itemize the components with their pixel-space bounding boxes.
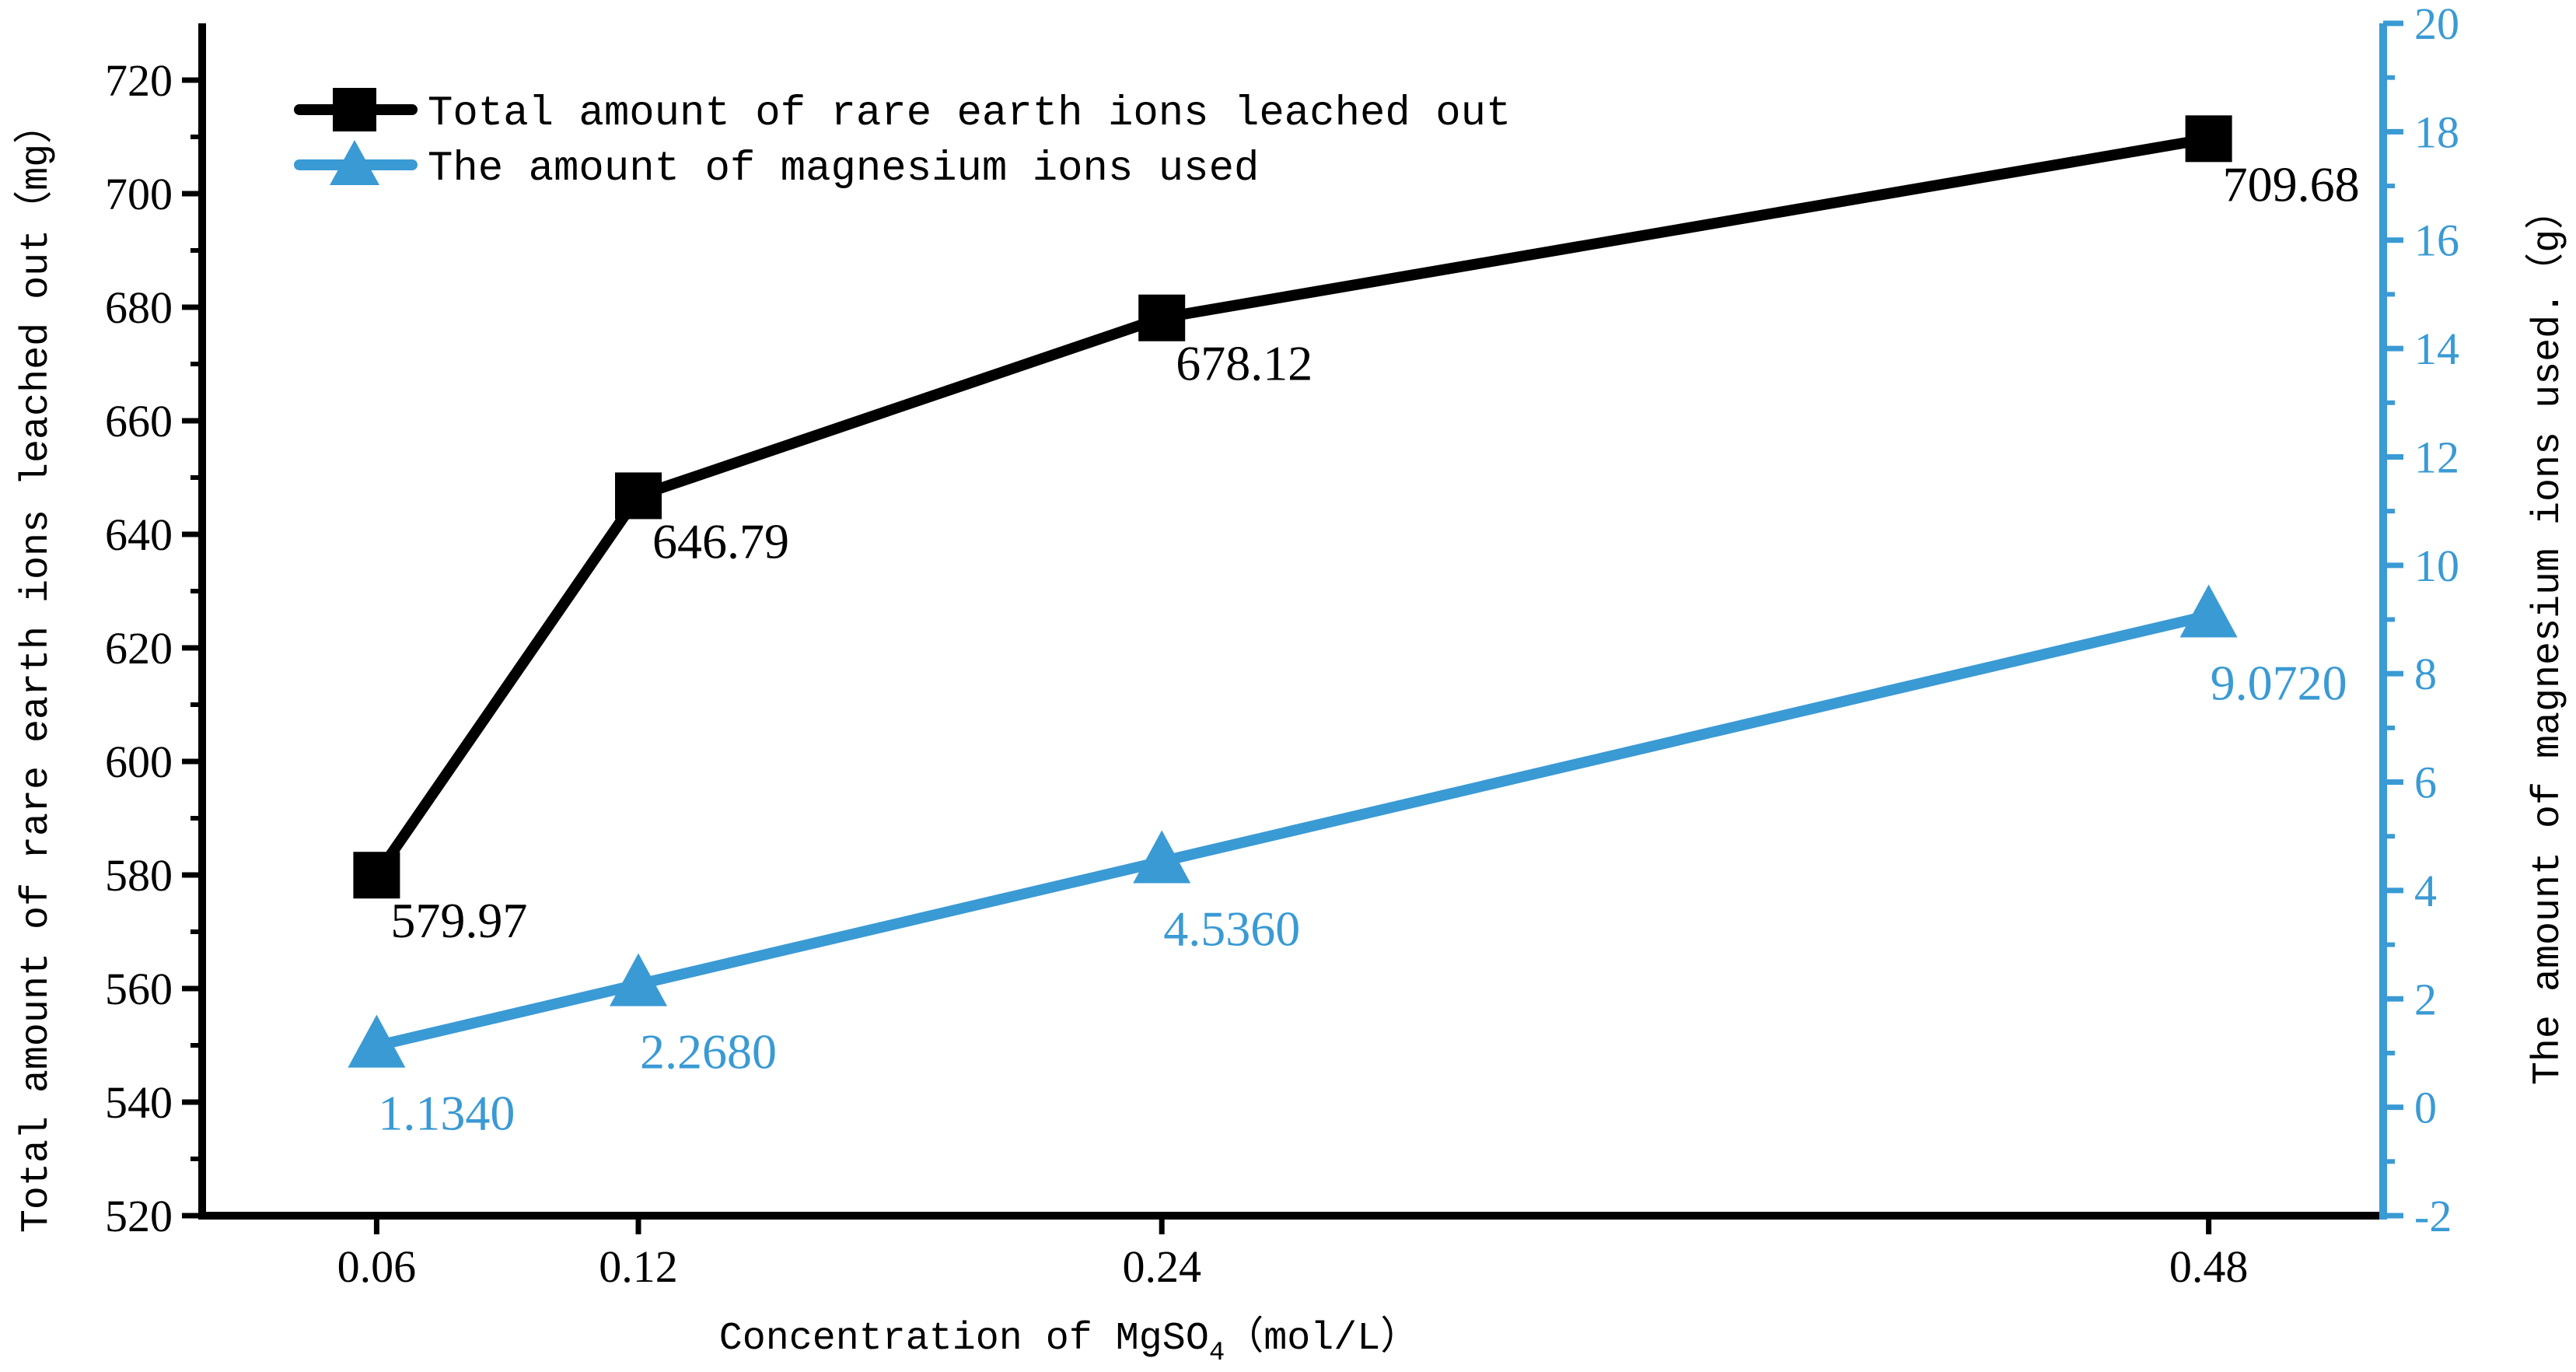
y-left-tick-label: 700 <box>105 169 173 219</box>
y-left-tick-label: 640 <box>105 509 173 560</box>
series-group <box>348 115 2238 1068</box>
y-right-tick-label: 4 <box>2414 866 2437 916</box>
y-right-tick-label: 12 <box>2414 432 2459 482</box>
x-axis-title-subscript: 4 <box>1209 1339 1225 1368</box>
y-right-tick-label: 14 <box>2414 324 2459 374</box>
legend: Total amount of rare earth ions leached … <box>294 88 1511 193</box>
y-right-tick-label: 18 <box>2414 107 2459 157</box>
y-right-tick-label: 2 <box>2414 974 2437 1024</box>
x-axis-title: Concentration of MgSO4（mol/L） <box>719 1315 1420 1368</box>
axes: 520 540 560 580 600 620 640 660 680 700 720 -2 0 2 4 6 8… <box>105 0 2459 1292</box>
y-left-tick-label: 540 <box>105 1077 173 1128</box>
y-left-tick-label: 520 <box>105 1191 173 1241</box>
y-right-tick-label: -2 <box>2414 1191 2452 1241</box>
legend-triangle-marker <box>330 140 379 185</box>
rare-earth-point <box>615 472 662 520</box>
y-right-tick-label: 10 <box>2414 541 2459 591</box>
x-tick-label: 0.48 <box>2169 1241 2249 1292</box>
legend-square-marker <box>333 88 376 131</box>
y-right-tick-label: 16 <box>2414 215 2459 266</box>
y-left-tick-label: 660 <box>105 396 173 446</box>
y-left-tick-label: 680 <box>105 282 173 333</box>
y-axis-left-title: Total amount of rare earth ions leached … <box>13 105 59 1233</box>
rare-earth-line <box>371 133 2214 881</box>
data-labels: 579.97 646.79 678.12 709.68 1.1340 2.2680 4.53… <box>378 156 2359 1140</box>
y-right-tick-label: 0 <box>2414 1083 2437 1133</box>
rare-earth-data-label: 709.68 <box>2223 156 2360 212</box>
magnesium-data-label: 2.2680 <box>640 1024 777 1080</box>
rare-earth-point <box>353 852 400 899</box>
legend-label-rare-earth: Total amount of rare earth ions leached … <box>428 90 1511 138</box>
rare-earth-data-label: 678.12 <box>1176 336 1312 391</box>
legend-label-magnesium: The amount of magnesium ions used <box>428 145 1259 193</box>
rare-earth-data-label: 579.97 <box>390 893 527 948</box>
y-left-tick-label: 600 <box>105 737 173 787</box>
magnesium-point <box>1133 830 1191 884</box>
x-tick-label: 0.06 <box>337 1241 417 1292</box>
y-left-tick-label: 620 <box>105 623 173 674</box>
rare-earth-data-label: 646.79 <box>652 513 789 569</box>
y-left-tick-label: 560 <box>105 964 173 1014</box>
magnesium-point <box>610 953 667 1006</box>
magnesium-data-label: 4.5360 <box>1163 901 1300 957</box>
rare-earth-point <box>2185 115 2232 163</box>
magnesium-point <box>2179 584 2238 638</box>
y-axis-right-title: The amount of magnesium ions used.（g） <box>2525 191 2571 1085</box>
y-left-tick-label: 580 <box>105 850 173 901</box>
y-right-tick-label: 20 <box>2414 0 2459 49</box>
x-tick-label: 0.24 <box>1122 1241 1201 1292</box>
rare-earth-point <box>1138 294 1186 341</box>
magnesium-line <box>371 610 2214 1052</box>
magnesium-point <box>348 1014 406 1068</box>
y-right-tick-label: 6 <box>2414 758 2437 808</box>
x-tick-label: 0.12 <box>599 1241 678 1292</box>
y-right-tick-label: 8 <box>2414 649 2437 699</box>
magnesium-data-label: 9.0720 <box>2211 655 2347 710</box>
y-left-tick-label: 720 <box>105 55 173 106</box>
magnesium-data-label: 1.1340 <box>378 1086 515 1141</box>
